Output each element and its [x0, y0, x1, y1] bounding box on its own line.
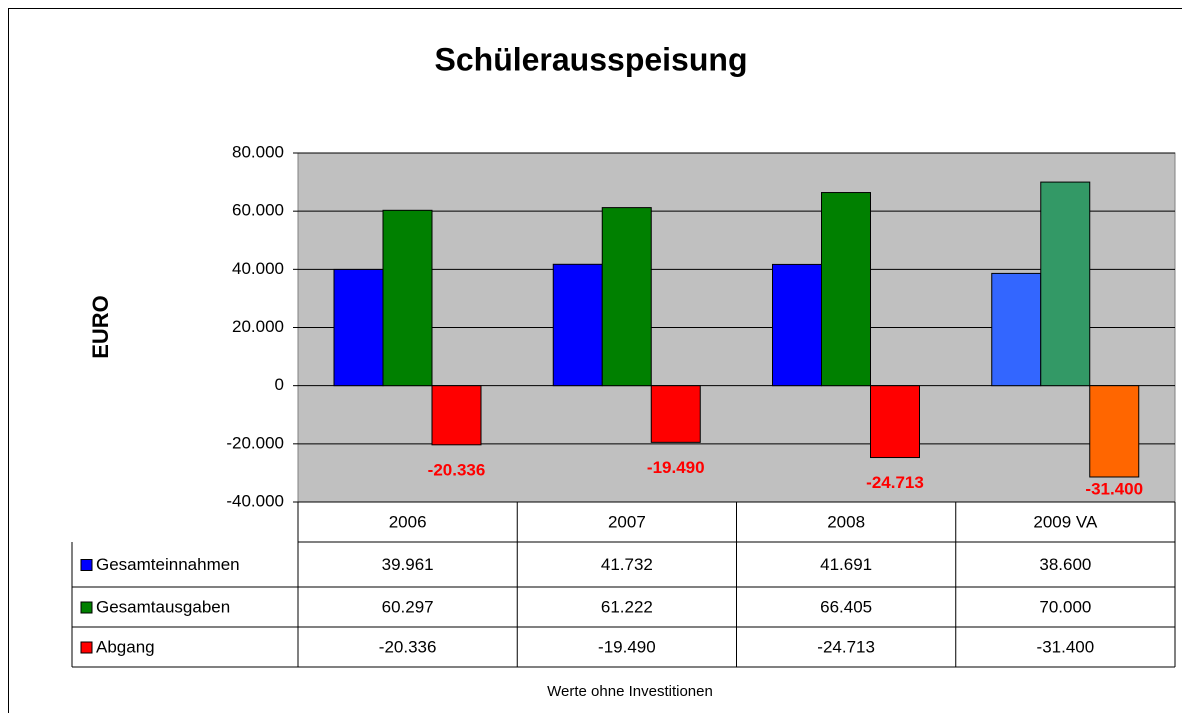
table-cell: -24.713 [817, 637, 875, 656]
x-tick-label: 2009 VA [1033, 512, 1098, 531]
table-cell: -19.490 [598, 637, 656, 656]
bar [552, 263, 603, 387]
table-cell: -20.336 [379, 637, 437, 656]
legend-swatch [80, 559, 93, 571]
bar [821, 192, 871, 387]
data-label: -20.336 [428, 460, 486, 479]
legend-swatch [80, 641, 93, 654]
table-cell: 39.961 [382, 555, 434, 574]
bar [870, 385, 920, 459]
y-tick-label: -40.000 [226, 491, 284, 510]
table-cell: 41.691 [820, 555, 872, 574]
bar [382, 209, 433, 387]
x-tick-label: 2007 [608, 512, 646, 531]
y-tick-label: 80.000 [232, 142, 284, 161]
data-label: -19.490 [647, 458, 705, 477]
bar [1089, 385, 1140, 478]
y-tick-label: 40.000 [232, 259, 284, 278]
chart-title: Schülerausspeisung [435, 41, 748, 77]
y-tick-label: 20.000 [232, 317, 284, 336]
legend-swatch [80, 601, 93, 614]
legend-label: Abgang [96, 637, 155, 656]
x-tick-label: 2006 [389, 512, 427, 531]
data-label: -24.713 [866, 473, 924, 492]
y-tick-label: 60.000 [232, 201, 284, 220]
table-cell: -31.400 [1037, 637, 1095, 656]
x-tick-label: 2008 [827, 512, 865, 531]
y-tick-label: 0 [275, 375, 284, 394]
y-tick-label: -20.000 [226, 433, 284, 452]
data-label: -31.400 [1085, 479, 1143, 498]
table-cell: 38.600 [1039, 555, 1091, 574]
bar [333, 268, 384, 387]
bar [1040, 181, 1091, 387]
bar [991, 272, 1042, 387]
table-cell: 66.405 [820, 597, 872, 616]
bar [772, 263, 822, 387]
bar [431, 385, 482, 446]
bar [650, 385, 701, 443]
table-cell: 41.732 [601, 555, 653, 574]
table-cell: 60.297 [382, 597, 434, 616]
annotation: Werte ohne Investitionen [547, 683, 713, 700]
table-cell: 70.000 [1039, 597, 1091, 616]
y-axis-title: EURO [88, 295, 113, 359]
table-cell: 61.222 [601, 597, 653, 616]
legend-label: Gesamtausgaben [96, 597, 230, 616]
bar [601, 207, 652, 387]
legend-label: Gesamteinnahmen [96, 555, 240, 574]
